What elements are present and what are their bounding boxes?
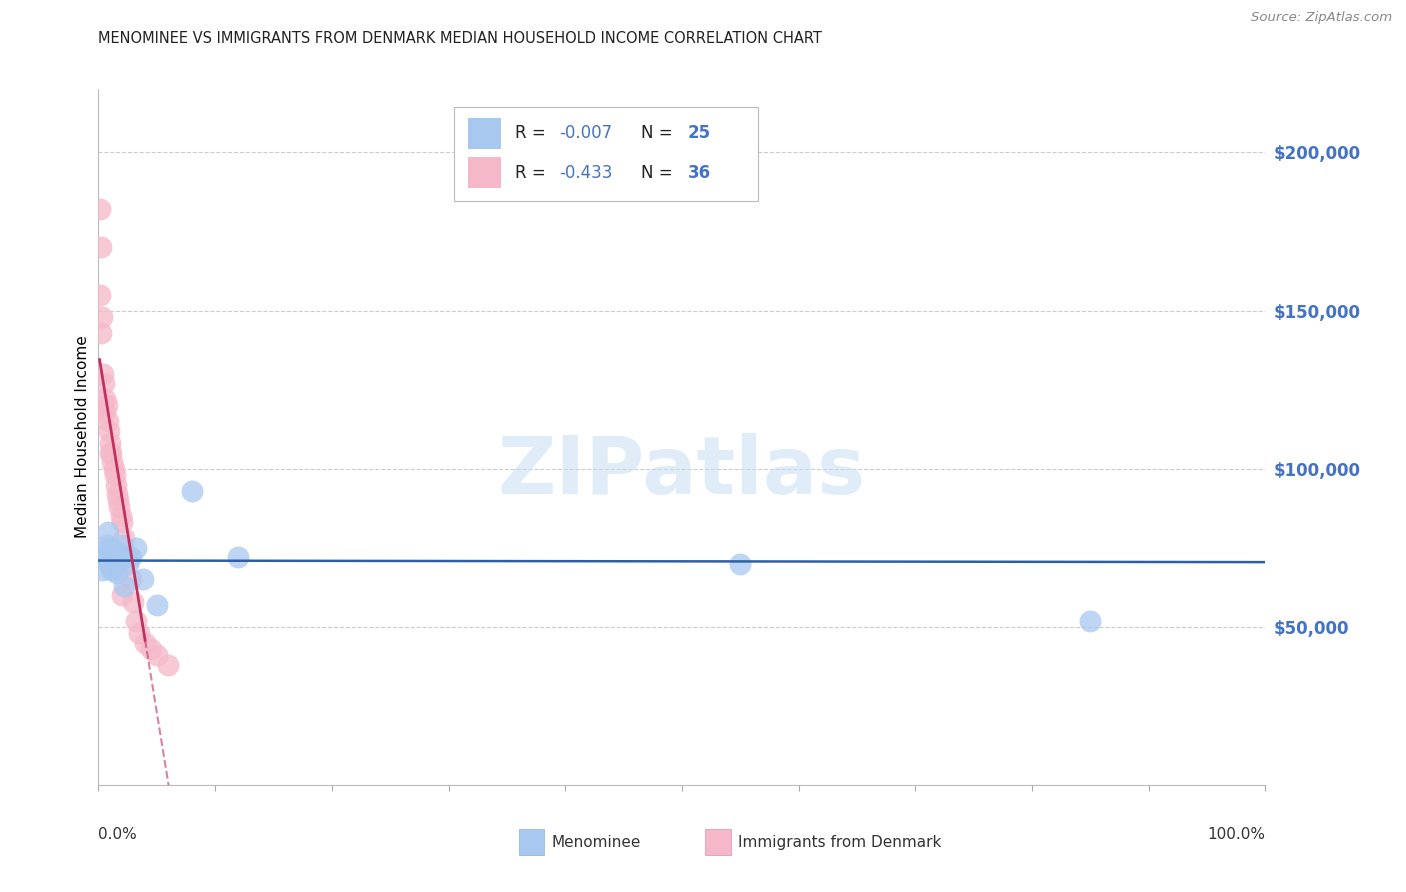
Text: 36: 36 [688, 164, 711, 182]
Point [112, 579, 135, 593]
Point [91, 544, 114, 558]
Point [93, 376, 115, 391]
Point [90, 310, 112, 324]
Text: R =: R = [515, 124, 551, 142]
Text: -0.007: -0.007 [560, 124, 613, 142]
Text: -0.433: -0.433 [560, 164, 613, 182]
Point [228, 550, 250, 565]
Text: MENOMINEE VS IMMIGRANTS FROM DENMARK MEDIAN HOUSEHOLD INCOME CORRELATION CHART: MENOMINEE VS IMMIGRANTS FROM DENMARK MED… [98, 31, 823, 46]
Text: R =: R = [515, 164, 551, 182]
Point [112, 531, 135, 545]
FancyBboxPatch shape [454, 106, 758, 201]
Point [101, 455, 124, 469]
Point [103, 461, 125, 475]
Point [730, 557, 752, 571]
Point [89, 287, 111, 301]
Point [100, 563, 122, 577]
Point [134, 635, 156, 649]
Point [108, 553, 131, 567]
Point [104, 559, 127, 574]
Point [120, 550, 142, 565]
Point [96, 399, 118, 413]
Point [94, 405, 117, 419]
Point [104, 477, 127, 491]
Point [105, 487, 128, 501]
Point [117, 557, 139, 571]
Point [125, 614, 148, 628]
Point [98, 446, 121, 460]
Point [146, 648, 169, 663]
Point [103, 553, 125, 567]
Point [97, 424, 120, 438]
Point [111, 588, 134, 602]
Text: ZIPatlas: ZIPatlas [498, 433, 866, 511]
Point [97, 557, 120, 571]
Point [90, 240, 112, 254]
Text: N =: N = [641, 124, 678, 142]
Point [105, 566, 128, 580]
Point [132, 573, 155, 587]
Point [97, 414, 120, 428]
Point [108, 500, 131, 514]
Point [111, 516, 134, 530]
Point [125, 541, 148, 555]
Point [101, 541, 124, 555]
Y-axis label: Median Household Income: Median Household Income [75, 335, 90, 539]
Point [97, 524, 120, 539]
Point [107, 493, 129, 508]
Point [89, 202, 111, 217]
Point [1080, 614, 1102, 628]
Bar [468, 157, 501, 188]
Point [90, 326, 112, 340]
Point [110, 509, 132, 524]
Point [117, 550, 139, 565]
Point [94, 550, 117, 565]
Point [96, 538, 118, 552]
Text: Immigrants from Denmark: Immigrants from Denmark [738, 835, 941, 849]
Point [94, 392, 117, 406]
Point [91, 367, 114, 381]
Point [104, 468, 127, 483]
Text: Menominee: Menominee [551, 835, 641, 849]
Point [98, 436, 121, 450]
Text: Source: ZipAtlas.com: Source: ZipAtlas.com [1251, 11, 1392, 24]
Point [128, 626, 150, 640]
Point [146, 598, 169, 612]
Point [120, 573, 142, 587]
Point [100, 446, 122, 460]
Text: 25: 25 [688, 124, 711, 142]
Point [157, 657, 180, 672]
Bar [519, 830, 544, 855]
Point [139, 642, 162, 657]
Point [104, 544, 127, 558]
Text: 0.0%: 0.0% [98, 827, 138, 842]
Point [122, 594, 145, 608]
Point [98, 547, 121, 561]
Bar [468, 118, 501, 149]
Bar [706, 830, 731, 855]
Text: 100.0%: 100.0% [1208, 827, 1265, 842]
Text: N =: N = [641, 164, 678, 182]
Point [111, 538, 134, 552]
Point [180, 483, 202, 498]
Point [91, 399, 114, 413]
Point [90, 563, 112, 577]
